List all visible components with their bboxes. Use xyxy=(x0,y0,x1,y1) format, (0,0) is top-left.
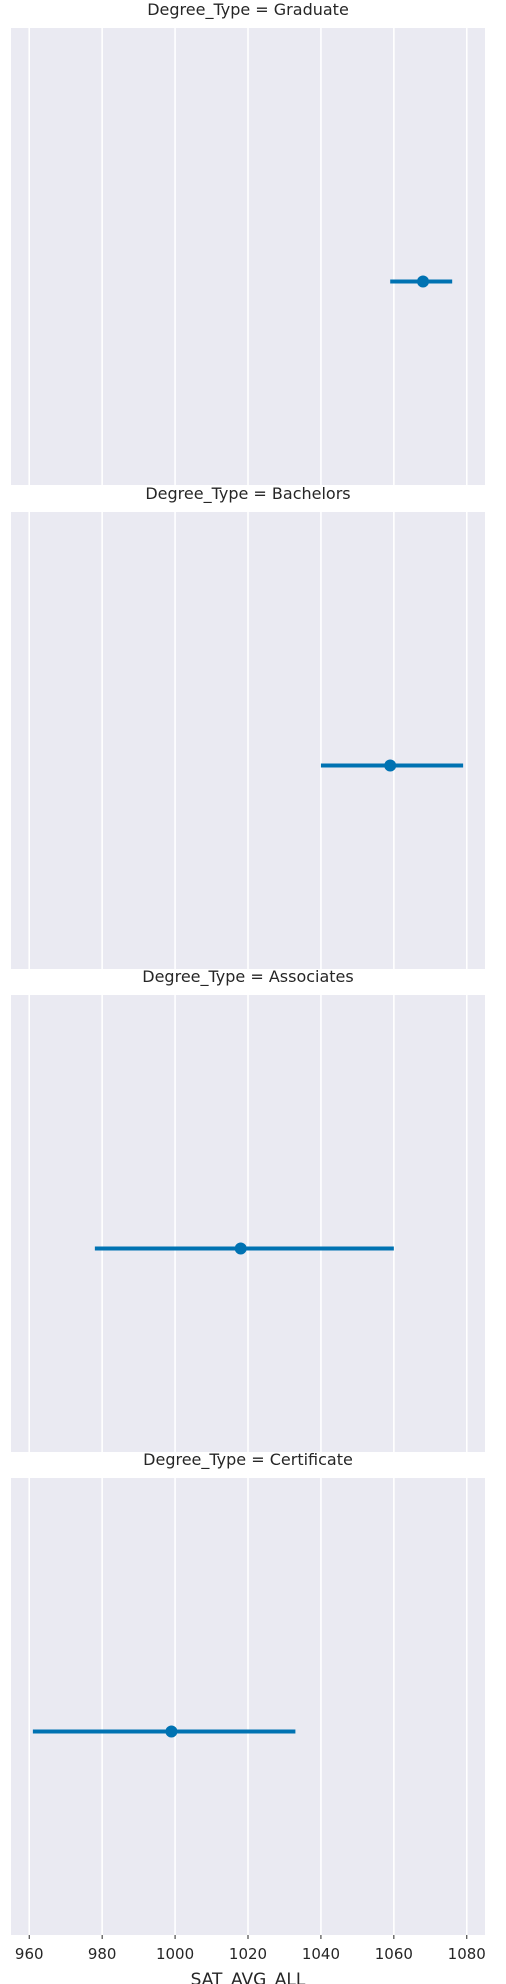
x-tick-label: 1000 xyxy=(156,1945,194,1963)
estimate-point xyxy=(384,759,397,772)
facet-panel: Degree_Type = Bachelors xyxy=(11,484,485,969)
estimate-point xyxy=(417,275,430,288)
facet-title: Degree_Type = Associates xyxy=(142,967,353,987)
facet-panel: Degree_Type = Certificate xyxy=(11,1450,485,1935)
x-tick-label: 980 xyxy=(88,1945,117,1963)
estimate-point xyxy=(234,1242,247,1255)
x-tick-label: 960 xyxy=(15,1945,44,1963)
x-tick-label: 1080 xyxy=(448,1945,486,1963)
facet-title: Degree_Type = Graduate xyxy=(147,0,349,20)
facet-title: Degree_Type = Bachelors xyxy=(145,484,350,504)
x-tick-label: 1060 xyxy=(375,1945,413,1963)
facet-panel: Degree_Type = Associates xyxy=(11,967,485,1452)
x-tick-label: 1040 xyxy=(302,1945,340,1963)
estimate-point xyxy=(165,1725,178,1738)
facet-title: Degree_Type = Certificate xyxy=(143,1450,353,1470)
x-axis-label: SAT_AVG_ALL xyxy=(191,1970,306,1984)
facet-panel: Degree_Type = Graduate xyxy=(11,0,485,485)
x-tick-label: 1020 xyxy=(229,1945,267,1963)
